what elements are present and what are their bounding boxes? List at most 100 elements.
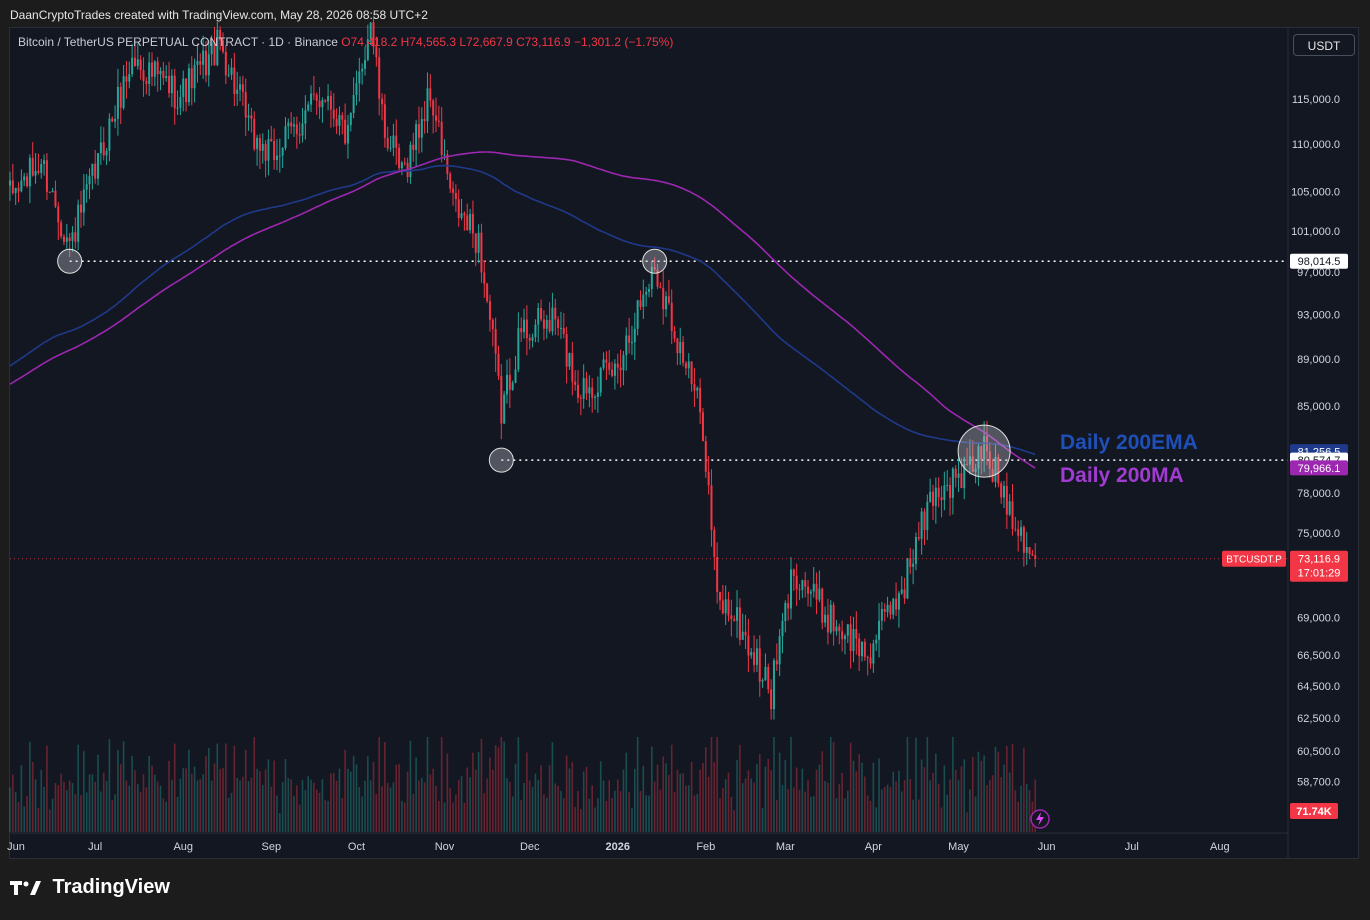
candle-body — [375, 46, 378, 58]
candle-body — [20, 180, 23, 192]
candle-body — [136, 59, 139, 66]
volume-bar — [100, 791, 102, 832]
candle-body — [332, 109, 335, 119]
volume-bar — [205, 755, 207, 832]
candle-body — [545, 319, 548, 329]
volume-bar — [344, 749, 346, 832]
price-tick-label: 60,500.0 — [1297, 746, 1340, 758]
candle-body — [968, 456, 971, 465]
volume-bar — [176, 796, 179, 832]
candle-body — [826, 614, 829, 633]
candle-body — [619, 367, 622, 371]
volume-bar — [574, 806, 576, 832]
candle-body — [508, 374, 511, 390]
candle-body — [866, 656, 869, 658]
volume-bar — [682, 773, 684, 832]
symbol-title[interactable]: Bitcoin / TetherUS PERPETUAL CONTRACT · … — [18, 35, 338, 49]
candle-body — [341, 115, 344, 120]
candle-body — [571, 353, 574, 382]
volume-bar — [588, 798, 591, 832]
volume-bar — [298, 804, 301, 832]
candle-body — [568, 353, 571, 367]
currency-button[interactable]: USDT — [1293, 34, 1355, 56]
volume-pane — [9, 737, 1037, 832]
candle-body — [193, 64, 196, 89]
volume-bar — [492, 769, 494, 832]
volume-bar — [767, 758, 770, 832]
volume-bar — [665, 763, 667, 832]
candle-body — [869, 657, 872, 664]
candle-body — [392, 135, 395, 148]
candle-body — [710, 485, 713, 530]
volume-bar — [886, 784, 889, 832]
volume-bar — [676, 769, 679, 832]
candle-body — [738, 607, 741, 640]
candle-body — [503, 394, 506, 424]
volume-bar — [469, 777, 471, 832]
volume-bar — [866, 795, 869, 832]
volume-bar — [699, 769, 701, 832]
volume-bar — [105, 780, 108, 832]
volume-bar — [48, 809, 51, 832]
candle-body — [34, 170, 37, 176]
volume-bar — [395, 764, 398, 832]
attribution-text: DaanCryptoTrades created with TradingVie… — [10, 8, 428, 22]
candle-body — [179, 97, 182, 108]
volume-bar — [457, 780, 460, 832]
candle-body — [409, 144, 412, 178]
volume-bar — [639, 791, 642, 832]
volume-bar — [438, 800, 440, 832]
volume-bar — [716, 737, 718, 832]
candle-body — [168, 76, 171, 94]
time-tick-label: Mar — [776, 841, 795, 853]
candle-body — [665, 296, 668, 310]
volume-bar — [804, 791, 806, 832]
candle-body — [349, 112, 352, 126]
volume-bar — [895, 781, 897, 832]
volume-bar — [267, 759, 270, 832]
candle-body — [216, 29, 219, 66]
candle-body — [676, 338, 679, 354]
candle-body — [605, 359, 608, 363]
volume-bar — [875, 807, 877, 832]
volume-bar — [463, 802, 466, 832]
volume-bar — [142, 774, 145, 832]
candle-body — [244, 91, 247, 118]
volume-bar — [114, 794, 116, 832]
candle-body — [772, 660, 775, 710]
lightning-icon — [1030, 809, 1050, 829]
time-tick-label: Jul — [88, 841, 102, 853]
candle-body — [142, 70, 145, 81]
candle-body — [937, 487, 940, 498]
volume-bar — [1020, 785, 1022, 832]
price-tick-label: 115,000.0 — [1292, 94, 1340, 106]
candle-body — [682, 341, 685, 363]
candle-body — [40, 163, 43, 173]
volume-bar — [920, 759, 923, 832]
candle-body — [28, 157, 31, 187]
candle-body — [559, 327, 562, 329]
volume-bar — [43, 786, 45, 832]
volume-bar — [744, 778, 747, 832]
candle-body — [602, 359, 605, 369]
candle-body — [315, 94, 318, 101]
candle-body — [398, 147, 401, 169]
candle-body — [895, 598, 898, 610]
candle-body — [719, 591, 721, 601]
candle-body — [452, 188, 455, 193]
ohlc-low: L72,667.9 — [459, 35, 513, 49]
candle-body — [716, 556, 719, 592]
volume-bar — [301, 779, 304, 832]
volume-bar — [318, 792, 321, 832]
volume-bar — [903, 780, 906, 832]
volume-bar — [426, 737, 429, 832]
candle-body — [815, 583, 818, 600]
volume-bar — [358, 787, 361, 832]
candle-body — [426, 88, 429, 122]
volume-bar — [14, 792, 17, 832]
candle-body — [440, 121, 443, 155]
volume-bar — [778, 752, 781, 832]
candle-body — [662, 287, 665, 310]
candle-body — [818, 588, 821, 600]
